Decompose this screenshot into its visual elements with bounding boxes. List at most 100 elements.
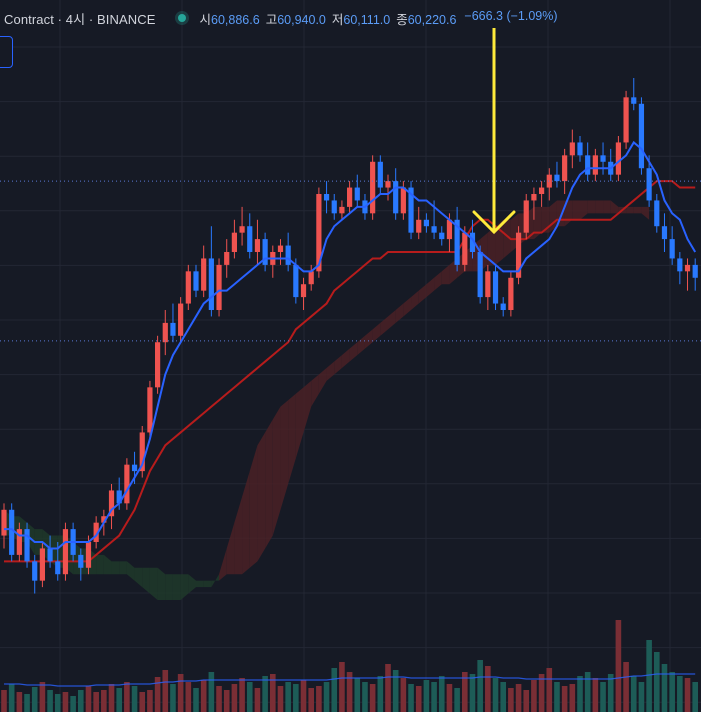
cloud-segment [380,316,388,336]
cloud-segment [388,310,396,330]
cloud-segment [641,206,650,220]
volume-bar [300,680,307,712]
candle-body [85,542,92,568]
candle-body [139,432,145,472]
ichimoku-cloud [4,200,650,600]
cloud-segment [211,574,220,588]
candle-body [469,232,476,252]
volume-bar [185,682,192,712]
volume-bar [331,668,338,712]
candle-body [500,303,506,310]
volume-bar [346,672,353,712]
cloud-segment [403,297,412,317]
high-value: 60,940.0 [277,12,326,27]
candle-body [531,194,537,201]
candle-body [562,155,568,182]
volume-bar [454,688,460,712]
volume-bar [684,678,691,712]
candle-body [55,561,61,575]
candle-body [285,245,291,265]
ichimoku-conversion-line [4,140,697,550]
volume-bar [692,682,698,712]
cloud-segment [165,574,173,600]
cloud-segment [96,554,104,575]
candle-body [508,277,514,310]
volume-bar [78,690,84,712]
volume-bar [469,674,476,712]
side-panel-toggle-button[interactable] [0,36,13,68]
market-status-icon [177,14,186,22]
cloud-segment [318,368,327,394]
candle-body [431,226,437,233]
candle-body [523,200,529,233]
volume-bar [262,676,268,712]
volume-bar [39,682,46,712]
symbol-title[interactable]: Contract · 4시 · BINANCE [4,11,156,27]
cloud-segment [603,200,611,214]
cloud-segment [257,432,266,562]
candle-body [515,232,522,278]
volume-bar [339,662,345,712]
candle-body [416,219,422,233]
candle-body [162,322,168,343]
volume-bar [308,688,314,712]
cloud-segment [311,374,319,407]
candle-body [692,264,698,278]
candle-body [477,252,483,298]
candle-body [93,522,99,542]
candle-body [316,194,322,272]
chart-legend: Contract · 4시 · BINANCE 시60,886.6 고60,94… [0,8,558,28]
candle-body [585,155,591,175]
candle-body [623,97,629,143]
volume-bar [492,678,499,712]
candle-body [24,529,30,562]
candle-body [539,187,545,194]
volume-bar [438,676,445,712]
cloud-segment [441,264,450,285]
volume-bar [200,680,207,712]
candle-body [239,226,245,233]
candle-body [155,342,161,388]
candle-body [323,194,330,201]
price-levels [0,180,701,342]
volume-bar [477,660,483,712]
cloud-segment [418,284,427,304]
volume-bar [485,666,491,712]
low-value: 60,111.0 [343,12,391,27]
cloud-segment [119,561,127,575]
volume-bar [377,676,384,712]
volume-ma-line [4,673,696,687]
volume-bar [162,670,169,712]
cloud-segment [142,567,150,594]
cloud-segment [610,200,619,214]
candle-body [39,548,45,581]
candle-body [147,387,153,433]
cloud-segment [249,445,258,568]
volume-bar [408,684,414,712]
volume-bar [16,692,23,712]
candle-body [193,271,199,291]
candle-body [308,271,314,285]
volume-bar [108,684,115,712]
arrow-down-annotation [472,28,516,235]
candle-body [661,226,668,240]
cloud-segment [180,574,189,600]
ohlc-values: 시60,886.6 고60,940.0 저60,111.0 종60,220.6 … [200,9,558,28]
cloud-segment [188,574,196,594]
volume-bar [554,682,560,712]
candle-body [377,161,383,188]
cloud-segment [580,200,588,220]
volume-bar [101,690,107,712]
close-label: 종 [396,12,408,27]
volume-bar [208,672,215,712]
candle-body [131,464,138,472]
cloud-segment [434,271,442,291]
volume-bar [323,682,330,712]
volume-bar [638,682,645,712]
volume-bar [508,688,514,712]
volume-bar [316,686,322,712]
volume-bar [147,690,153,712]
volume-bar [646,640,652,712]
candle-body [592,155,598,175]
